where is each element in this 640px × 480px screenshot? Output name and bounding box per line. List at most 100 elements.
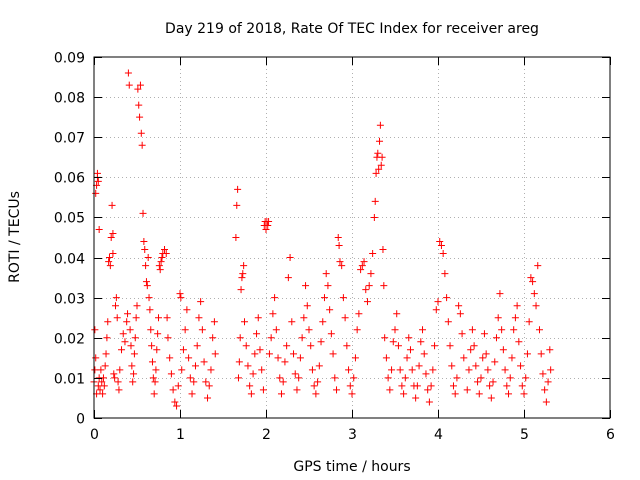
data-point <box>253 330 261 338</box>
data-point <box>326 306 334 314</box>
data-point <box>477 374 485 382</box>
data-point <box>425 398 433 406</box>
data-point <box>109 250 117 258</box>
data-point <box>242 342 250 350</box>
data-point <box>204 394 212 402</box>
data-point <box>104 318 112 326</box>
data-point <box>350 374 358 382</box>
data-point <box>369 250 377 258</box>
data-point <box>140 238 148 246</box>
data-point <box>98 378 106 386</box>
data-point <box>237 286 245 294</box>
data-point <box>93 169 101 177</box>
data-point <box>105 258 113 266</box>
data-point <box>107 234 115 241</box>
data-point <box>380 282 388 290</box>
data-point <box>517 362 525 370</box>
data-point <box>291 370 299 378</box>
axes: 0 0.01 0.02 0.03 0.04 0.05 0.06 0.07 0.08 0.09 0 1 2… <box>54 51 615 444</box>
data-point <box>443 294 451 302</box>
data-point <box>408 366 416 374</box>
data-point <box>202 378 210 386</box>
y-tick-label: 0.01 <box>54 372 85 388</box>
data-point <box>384 374 392 382</box>
data-point <box>494 314 502 322</box>
data-point <box>420 350 428 358</box>
data-point <box>234 185 242 193</box>
data-point <box>96 386 104 394</box>
data-point <box>241 318 248 326</box>
data-point <box>357 266 365 274</box>
data-point <box>265 217 273 225</box>
data-point <box>254 314 262 322</box>
data-point <box>489 378 497 386</box>
data-point <box>161 246 169 254</box>
data-point <box>486 382 494 390</box>
data-point <box>211 350 219 358</box>
data-point <box>92 189 100 197</box>
data-point <box>537 350 545 358</box>
data-point <box>259 386 267 394</box>
data-point <box>99 374 107 382</box>
data-point <box>308 366 316 374</box>
data-point <box>474 378 482 386</box>
data-point <box>141 246 149 254</box>
data-point <box>171 398 179 406</box>
data-point <box>365 282 373 290</box>
data-point <box>183 306 191 314</box>
data-point <box>244 362 252 370</box>
data-point <box>151 378 159 386</box>
y-tick-label: 0.05 <box>54 211 85 227</box>
data-point <box>100 382 108 390</box>
data-point <box>422 370 430 378</box>
data-point <box>205 382 213 390</box>
data-point <box>233 201 241 209</box>
data-point <box>432 306 440 314</box>
data-point <box>376 137 384 145</box>
data-point <box>453 374 461 382</box>
data-point <box>331 374 339 382</box>
data-point <box>362 286 370 294</box>
data-point <box>232 234 240 241</box>
x-tick-label: 1 <box>176 427 185 443</box>
y-tick-label: 0.07 <box>54 131 85 147</box>
data-point <box>274 354 282 362</box>
data-point <box>163 314 171 322</box>
data-point <box>239 270 247 278</box>
data-point <box>108 201 116 209</box>
data-point <box>389 338 397 346</box>
data-point <box>179 346 187 354</box>
data-point <box>329 350 337 358</box>
data-point <box>269 310 277 318</box>
data-point <box>92 354 100 362</box>
data-point <box>272 326 280 334</box>
y-tick-label: 0.04 <box>54 252 85 268</box>
data-point <box>317 338 325 346</box>
data-point <box>193 342 201 350</box>
data-point <box>91 366 99 374</box>
data-point <box>156 266 164 274</box>
data-point <box>324 282 332 290</box>
data-point <box>110 370 118 378</box>
data-point <box>105 254 113 262</box>
data-point <box>472 362 480 370</box>
data-point <box>436 238 444 246</box>
x-tick-label: 3 <box>348 427 357 443</box>
data-point <box>314 378 322 386</box>
data-point <box>95 225 103 233</box>
data-point <box>296 354 304 362</box>
data-point <box>138 141 146 149</box>
data-point <box>470 342 478 350</box>
data-point <box>283 342 291 350</box>
data-point <box>121 338 129 346</box>
data-point <box>135 101 143 109</box>
data-point <box>191 362 199 370</box>
data-point <box>99 390 107 398</box>
data-point <box>312 390 320 398</box>
data-point <box>279 378 287 386</box>
data-point <box>527 274 535 282</box>
data-point <box>264 221 272 229</box>
data-point <box>234 374 242 382</box>
data-point <box>114 378 122 386</box>
data-point <box>142 262 150 270</box>
